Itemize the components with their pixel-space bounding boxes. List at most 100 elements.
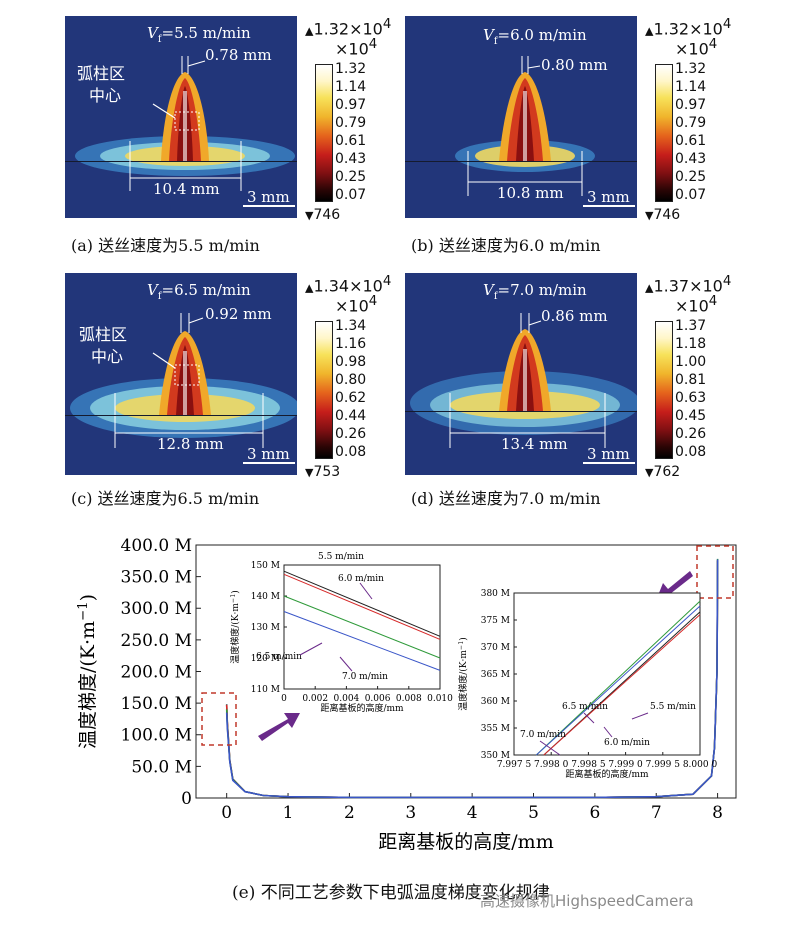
colorbar-tick: 0.62	[335, 390, 367, 406]
series-line-6.5	[283, 595, 441, 659]
inset-start: 0 0.002 0.004 0.006 0.008 0.010 110 M 120 M 130 …	[229, 561, 453, 714]
x-tick-label: 0.002	[302, 694, 328, 704]
y-tick-label: 200.0 M	[121, 662, 192, 682]
plume-width-label: 12.8 mm	[157, 435, 224, 453]
arc-center-label-1: 弧柱区	[77, 64, 126, 83]
scale-bar-label: 3 mm	[247, 445, 290, 463]
series-annotation: 6.0 m/min	[338, 574, 384, 584]
temperature-field-d: Vf=7.0 m/min 0.86 mm 13.4 mm 3 mm	[405, 273, 637, 475]
y-tick-label: 110 M	[251, 685, 280, 695]
colorbar-tick: 1.18	[675, 336, 707, 352]
y-axis-label-exponent: −1	[76, 601, 91, 621]
plume-width-label: 10.4 mm	[153, 180, 220, 198]
wire-speed-label: Vf=5.5 m/min	[147, 24, 251, 45]
colorbar-tick: 0.26	[335, 426, 367, 442]
colorbar-tick: 0.97	[335, 97, 367, 113]
series-line-5.5	[283, 570, 441, 637]
colorbar-tick: 1.14	[335, 79, 367, 95]
colorbar-tick: 1.34	[335, 318, 367, 334]
colorbar-a	[315, 64, 333, 202]
substrate-line	[65, 415, 297, 416]
y-tick-label: 100.0 M	[121, 726, 192, 746]
arc-center-label-2: 中心	[91, 347, 124, 366]
colorbar-tick: 0.25	[335, 169, 367, 185]
wire-speed-label: Vf=7.0 m/min	[483, 281, 587, 302]
arc-gap-label: 0.86 mm	[541, 307, 608, 325]
series-annotation: 5.5 m/min	[318, 552, 364, 562]
gradient-chart: 0 1 2 3 4 5 6 7 8 0 50.0 M 100.0 M 150.0 M 200.0 M 250…	[76, 536, 737, 853]
series-annotation: 6.5 m/min	[256, 652, 302, 662]
scale-bar-label: 3 mm	[587, 445, 630, 463]
temperature-field-b: Vf=6.0 m/min 0.80 mm 10.8 mm 3 mm	[405, 16, 637, 218]
x-axis-label: 距离基板的高度/mm	[378, 831, 553, 853]
x-axis-label: 距离基板的高度/mm	[565, 768, 649, 780]
y-tick-label: 360 M	[481, 697, 510, 707]
series-line-6.0	[543, 614, 701, 756]
colorbar-min: ▼746	[645, 207, 681, 223]
zoom-box-left	[201, 692, 237, 746]
colorbar-tick: 0.25	[675, 169, 707, 185]
x-tick-label: 2	[344, 803, 355, 823]
colorbar-tick: 0.45	[675, 408, 707, 424]
colorbar-tick: 1.32	[675, 61, 707, 77]
colorbar-d	[655, 321, 673, 459]
arc-plume-d	[410, 313, 637, 464]
annotation-pointer	[603, 726, 613, 738]
substrate-line	[405, 411, 637, 412]
plume-width-label: 13.4 mm	[501, 435, 568, 453]
y-tick-label: 350.0 M	[121, 568, 192, 588]
watermark: 高速摄像机HighspeedCamera	[480, 892, 694, 910]
colorbar-tick: 0.08	[335, 444, 367, 460]
panel-caption: (c) 送丝速度为6.5 m/min	[71, 489, 260, 508]
panel-caption: (a) 送丝速度为5.5 m/min	[71, 236, 260, 255]
plume-width-label: 10.8 mm	[497, 184, 564, 202]
y-axis-label-exponent: −1	[230, 594, 237, 603]
series-line-6.0	[283, 573, 441, 640]
y-tick-label: 120 M	[251, 654, 280, 664]
y-tick-label: 365 M	[481, 670, 510, 680]
y-tick-label: 140 M	[251, 592, 280, 602]
x-tick-label: 7.999 0	[608, 760, 643, 770]
y-tick-label: 400.0 M	[121, 536, 192, 556]
colorbar-tick: 0.43	[675, 151, 707, 167]
colorbar-max: ▲1.32×104	[305, 17, 392, 39]
colorbar-tick: 0.07	[335, 187, 367, 203]
x-tick-label: 0.006	[365, 694, 391, 704]
y-tick-label: 300.0 M	[121, 599, 192, 619]
colorbar-max: ▲1.37×104	[645, 274, 732, 296]
arc-gap-label: 0.92 mm	[205, 305, 272, 323]
y-axis-label-end: )	[230, 590, 241, 594]
colorbar-tick: 1.00	[675, 354, 707, 370]
annotation-pointer	[631, 712, 649, 720]
colorbar-min: ▼753	[305, 464, 341, 480]
scale-bar-label: 3 mm	[587, 188, 630, 206]
colorbar-tick: 0.79	[335, 115, 367, 131]
series-annotation: 5.5 m/min	[650, 702, 696, 712]
colorbar-max: ▲1.32×104	[645, 17, 732, 39]
panel-caption: (b) 送丝速度为6.0 m/min	[411, 236, 601, 255]
colorbar-tick: 1.14	[675, 79, 707, 95]
colorbar-tick: 0.26	[675, 426, 707, 442]
annotation-pointer	[359, 582, 373, 600]
x-tick-label: 8.000 0	[683, 760, 718, 770]
colorbar-tick: 0.07	[675, 187, 707, 203]
series-annotation: 7.0 m/min	[520, 730, 566, 740]
annotation-pointer	[339, 656, 353, 672]
x-tick-label: 0.008	[396, 694, 422, 704]
colorbar-tick: 0.63	[675, 390, 707, 406]
panel-caption: (d) 送丝速度为7.0 m/min	[411, 489, 601, 508]
y-axis-label-end: )	[77, 594, 99, 601]
colorbar-tick: 0.98	[335, 354, 367, 370]
y-axis-label-end: )	[458, 637, 469, 641]
x-tick-label: 0.010	[427, 694, 453, 704]
y-tick-label: 50.0 M	[131, 757, 192, 777]
series-line-7.0	[283, 611, 441, 671]
arc-plume-c	[70, 313, 297, 464]
x-tick-label: 7.998 5	[571, 760, 606, 770]
y-axis-label: 温度梯度/(K·m−1)	[457, 637, 469, 710]
colorbar-b	[655, 64, 673, 202]
y-axis-label: 温度梯度/(K·m−1)	[76, 594, 100, 749]
y-tick-label: 150.0 M	[121, 694, 192, 714]
y-tick-label: 250.0 M	[121, 631, 192, 651]
scale-bar-label: 3 mm	[247, 188, 290, 206]
